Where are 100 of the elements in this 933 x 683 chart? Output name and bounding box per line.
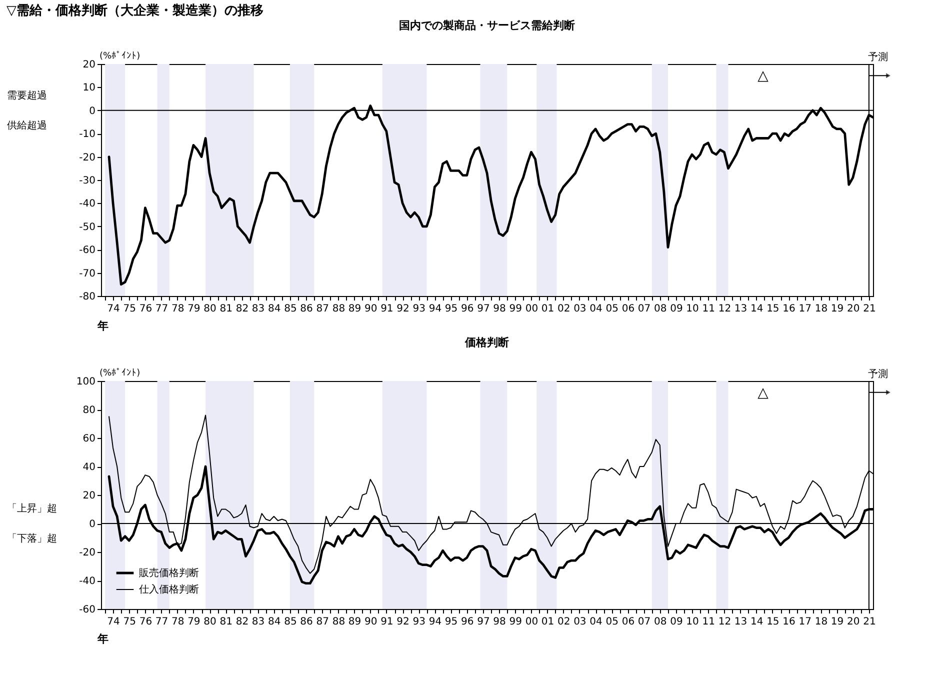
- x-tick-label: 83: [252, 616, 265, 628]
- x-tick-label: 98: [493, 616, 506, 628]
- y-tick-label: 100: [76, 376, 96, 388]
- text: 供給超過: [7, 119, 47, 132]
- x-tick-label: 08: [654, 616, 667, 628]
- x-tick-label: 93: [412, 616, 426, 628]
- y-tick-label: -80: [79, 292, 96, 302]
- x-tick-label: 08: [654, 304, 667, 314]
- x-tick-label: 95: [444, 616, 458, 628]
- y-tick-label: -40: [79, 576, 96, 587]
- x-tick-label: 86: [300, 616, 313, 628]
- x-tick-label: 19: [830, 304, 844, 314]
- x-tick-label: 11: [702, 616, 715, 628]
- x-tick-label: 04: [590, 304, 602, 314]
- x-tick-label: 91: [380, 304, 394, 314]
- x-axis-title: 年: [96, 320, 108, 332]
- x-tick-label: 21: [863, 304, 876, 314]
- y-tick-label: -20: [79, 152, 96, 164]
- x-tick-label: 95: [444, 304, 458, 314]
- x-tick-label: 03: [574, 304, 586, 314]
- x-tick-label: 17: [798, 304, 812, 314]
- x-tick-label: 94: [428, 616, 442, 628]
- x-tick-label: 14: [750, 304, 764, 314]
- x-tick-label: 17: [798, 616, 812, 628]
- y-tick-label: -10: [79, 129, 96, 140]
- x-tick-label: 81: [220, 616, 232, 628]
- x-tick-label: 85: [284, 616, 297, 628]
- x-tick-label: 13: [734, 304, 748, 314]
- chart-subtitle: 国内での製商品・サービス需給判断: [399, 19, 575, 32]
- x-tick-label: 06: [622, 616, 635, 628]
- x-tick-label: 00: [525, 304, 538, 314]
- x-tick-label: 81: [220, 304, 232, 314]
- ref-line-label: 予測: [868, 51, 888, 63]
- x-tick-label: 86: [300, 304, 313, 314]
- chart-title: 価格判断: [464, 336, 509, 349]
- y-tick-label: -50: [79, 222, 96, 233]
- x-tick-label: 97: [477, 616, 490, 628]
- x-tick-label: 93: [412, 304, 426, 314]
- x-tick-label: 79: [188, 616, 200, 628]
- x-tick-label: 18: [814, 616, 828, 628]
- x-tick-label: 88: [332, 616, 346, 628]
- legend-label: 仕入価格判断: [139, 584, 199, 596]
- y-axis-title: (%ﾎﾟｲﾝﾄ): [100, 368, 140, 378]
- y-tick-label: -70: [79, 268, 96, 280]
- legend-label: 販売価格判断: [139, 567, 199, 579]
- x-tick-label: 19: [830, 616, 844, 628]
- x-tick-label: 01: [541, 616, 554, 628]
- y-tick-label: 10: [82, 82, 96, 94]
- y-tick-label: 80: [82, 405, 96, 416]
- x-tick-label: 07: [638, 616, 651, 628]
- x-tick-label: 78: [171, 304, 184, 314]
- annotation: △: [758, 385, 769, 401]
- x-tick-label: 85: [284, 304, 297, 314]
- x-tick-label: 09: [670, 304, 683, 314]
- x-tick-label: 77: [155, 616, 168, 628]
- chart-title: ▽需給・価格判断（大企業・製造業）の推移: [6, 4, 264, 18]
- x-tick-label: 03: [574, 616, 586, 628]
- x-tick-label: 11: [702, 304, 715, 314]
- x-tick-label: 80: [204, 304, 216, 314]
- x-tick-label: 96: [461, 616, 474, 628]
- y-tick-label: 0: [89, 519, 96, 530]
- y-tick-label: 0: [89, 106, 96, 117]
- x-tick-label: 82: [236, 616, 249, 628]
- x-tick-label: 76: [139, 616, 152, 628]
- x-tick-label: 89: [348, 304, 362, 314]
- y-axis-title: (%ﾎﾟｲﾝﾄ): [100, 50, 140, 62]
- x-tick-label: 84: [268, 616, 281, 628]
- annotation: △: [758, 68, 769, 84]
- x-tick-label: 16: [782, 616, 796, 628]
- x-tick-label: 90: [364, 304, 378, 314]
- x-tick-label: 21: [863, 616, 876, 628]
- x-tick-label: 16: [782, 304, 796, 314]
- x-tick-label: 91: [380, 616, 394, 628]
- x-tick-label: 02: [557, 616, 570, 628]
- x-tick-label: 09: [670, 616, 683, 628]
- x-tick-label: 92: [396, 616, 410, 628]
- x-tick-label: 01: [541, 304, 554, 314]
- x-tick-label: 12: [718, 304, 732, 314]
- x-tick-label: 92: [396, 304, 410, 314]
- x-tick-label: 05: [606, 616, 618, 628]
- x-tick-label: 83: [252, 304, 265, 314]
- x-tick-label: 07: [638, 304, 651, 314]
- x-tick-label: 10: [686, 304, 699, 314]
- y-tick-label: -60: [79, 245, 96, 256]
- y-tick-label: 20: [82, 60, 96, 70]
- x-tick-label: 20: [847, 304, 860, 314]
- y-tick-label: -30: [79, 176, 96, 186]
- x-tick-label: 78: [171, 616, 184, 628]
- x-tick-label: 88: [332, 304, 346, 314]
- y-tick-label: -60: [79, 604, 96, 616]
- x-tick-label: 15: [766, 616, 780, 628]
- x-axis-title: 年: [96, 632, 108, 646]
- x-tick-label: 96: [461, 304, 474, 314]
- x-tick-label: 12: [718, 616, 732, 628]
- x-tick-label: 82: [236, 304, 249, 314]
- x-tick-label: 02: [557, 304, 570, 314]
- x-tick-label: 97: [477, 304, 490, 314]
- x-tick-label: 84: [268, 304, 281, 314]
- x-tick-label: 15: [766, 304, 780, 314]
- x-tick-label: 00: [525, 616, 538, 628]
